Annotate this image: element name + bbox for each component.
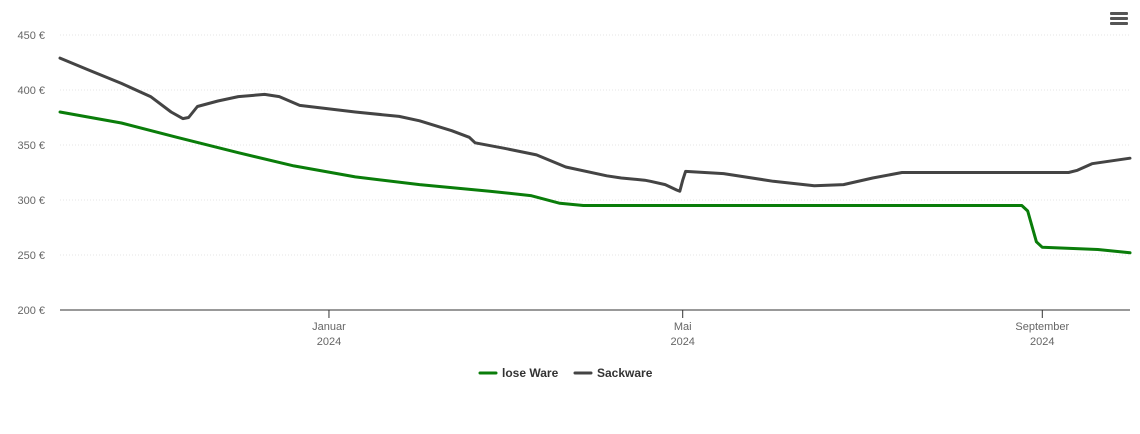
y-tick-label: 250 € <box>17 250 45 262</box>
legend-item-0[interactable]: lose Ware <box>478 366 559 380</box>
legend-label: Sackware <box>597 366 653 380</box>
x-tick-year: 2024 <box>1030 336 1054 348</box>
hamburger-menu-icon[interactable] <box>1110 12 1128 30</box>
x-tick-label: Januar <box>312 321 346 333</box>
grid-lines <box>60 34 1130 256</box>
legend-label: lose Ware <box>502 366 559 380</box>
y-tick-label: 300 € <box>17 195 45 207</box>
series-line-1[interactable] <box>58 56 1132 193</box>
y-tick-label: 450 € <box>17 30 45 42</box>
legend-item-1[interactable]: Sackware <box>573 366 653 380</box>
x-tick-year: 2024 <box>317 336 341 348</box>
y-tick-label: 200 € <box>17 305 45 317</box>
x-tick-label: September <box>1015 321 1069 333</box>
x-axis: Januar 2024 Mai 2024 September 2024 <box>60 309 1130 348</box>
y-tick-label: 350 € <box>17 140 45 152</box>
series-lines <box>58 56 1132 255</box>
series-line-0[interactable] <box>58 110 1132 255</box>
x-tick-year: 2024 <box>670 336 694 348</box>
legend[interactable]: lose Ware Sackware <box>478 366 653 380</box>
y-tick-label: 400 € <box>17 85 45 97</box>
x-tick-label: Mai <box>674 321 692 333</box>
y-axis: 200 € 250 € 300 € 350 € 400 € 450 € <box>17 30 45 317</box>
